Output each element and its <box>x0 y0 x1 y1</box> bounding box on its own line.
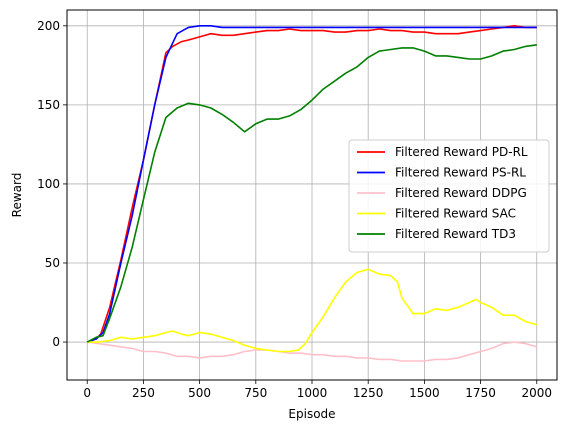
series-line-4 <box>86 44 537 343</box>
legend-label: Filtered Reward DDPG <box>395 186 527 200</box>
y-tick-label: 100 <box>37 177 60 191</box>
series-line-2 <box>87 341 538 362</box>
legend: Filtered Reward PD-RL Filtered Reward PS-… <box>348 139 550 253</box>
series-line-3 <box>87 268 538 353</box>
y-tick-label: 0 <box>52 335 60 349</box>
x-tick-label: 1000 <box>297 386 328 400</box>
x-tick-label: 500 <box>188 386 211 400</box>
x-axis-title: Episode <box>288 407 335 421</box>
y-tick-label: 150 <box>37 98 60 112</box>
y-tick-label: 50 <box>45 256 60 270</box>
legend-label: Filtered Reward PD-RL <box>395 145 528 159</box>
x-tick-label: 750 <box>244 386 267 400</box>
x-tick-label: 250 <box>132 386 155 400</box>
legend-box <box>348 139 550 253</box>
y-tick-label: 200 <box>37 19 60 33</box>
y-axis-title: Reward <box>10 173 24 218</box>
x-tick-label: 1250 <box>353 386 384 400</box>
grid-layer <box>67 10 557 380</box>
series-layer <box>86 24 538 362</box>
x-tick-label: 1500 <box>409 386 440 400</box>
legend-label: Filtered Reward SAC <box>395 207 516 221</box>
legend-label: Filtered Reward PS-RL <box>395 166 526 180</box>
tick-layer: 0 250 500 750 1000 1250 1500 1750 2000 0 50 100 150 2… <box>37 19 552 400</box>
legend-label: Filtered Reward TD3 <box>395 227 516 241</box>
x-tick-label: 0 <box>83 386 91 400</box>
series-line-1 <box>86 24 537 343</box>
x-tick-label: 2000 <box>521 386 552 400</box>
x-tick-label: 1750 <box>465 386 496 400</box>
